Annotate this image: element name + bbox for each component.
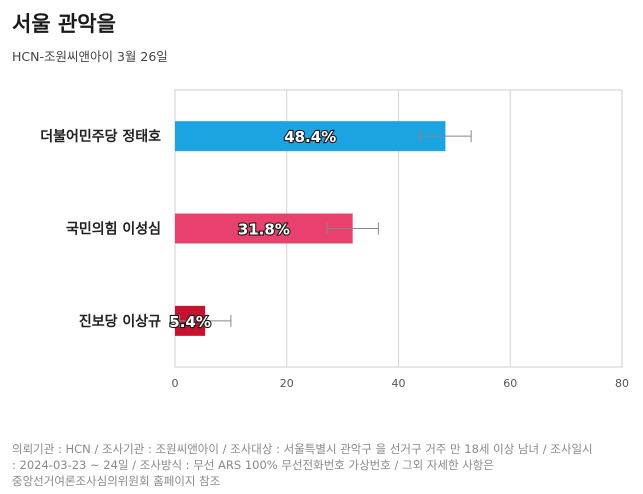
- chart-subtitle: HCN-조원씨앤아이 3월 26일: [12, 49, 168, 64]
- data-label: 48.4%: [284, 128, 336, 146]
- survey-footnote: 의뢰기관 : HCN / 조사기관 : 조원씨앤아이 / 조사대상 : 서울특별…: [12, 441, 637, 489]
- data-label: 31.8%: [238, 221, 290, 239]
- x-tick-label: 40: [392, 377, 406, 390]
- x-tick-label: 80: [615, 377, 629, 390]
- footnote-line-3: 중앙선거여론조사심의위원회 홈페이지 참조: [12, 474, 221, 488]
- bar: [175, 121, 446, 152]
- bar: [175, 213, 353, 244]
- category-label: 진보당 이상규: [79, 313, 161, 330]
- footnote-line-2: : 2024-03-23 ~ 24일 / 조사방식 : 무선 ARS 100% …: [12, 458, 494, 472]
- x-tick-label: 0: [172, 377, 179, 390]
- data-label: 5.4%: [169, 313, 211, 331]
- poll-bar-chart: 0 20 40 60 80 더불어민주당 정태호 48.4% 국민의힘 이성심 31.8% 진보당…: [40, 89, 629, 390]
- x-tick-label: 60: [503, 377, 517, 390]
- category-label: 더불어민주당 정태호: [40, 128, 161, 145]
- footnote-line-1: 의뢰기관 : HCN / 조사기관 : 조원씨앤아이 / 조사대상 : 서울특별…: [12, 442, 593, 456]
- category-label: 국민의힘 이성심: [66, 221, 161, 238]
- chart-title: 서울 관악을: [12, 12, 116, 36]
- x-tick-label: 20: [280, 377, 294, 390]
